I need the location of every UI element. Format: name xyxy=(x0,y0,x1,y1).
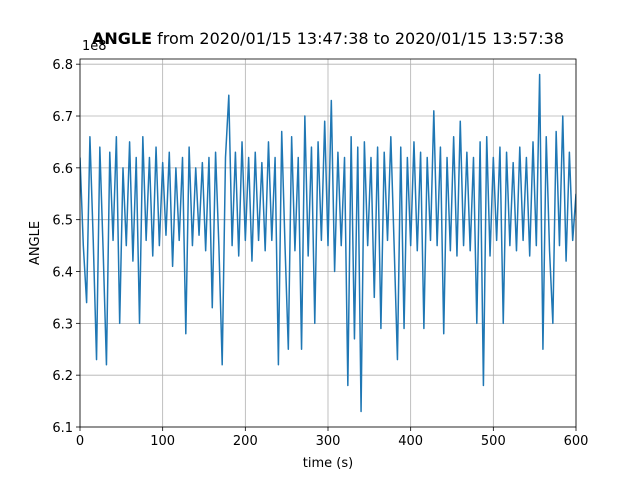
offset-label: 1e8 xyxy=(82,39,107,54)
title-variable: ANGLE xyxy=(92,29,152,48)
x-tick-label: 200 xyxy=(233,434,258,449)
x-tick-label: 500 xyxy=(481,434,506,449)
x-tick-label: 100 xyxy=(150,434,175,449)
y-tick-label: 6.8 xyxy=(52,58,73,73)
x-tick-label: 600 xyxy=(564,434,589,449)
y-axis-label: ANGLE xyxy=(28,221,43,265)
y-tick-label: 6.5 xyxy=(52,214,73,229)
title-range: from 2020/01/15 13:47:38 to 2020/01/15 1… xyxy=(157,29,564,48)
y-tick-label: 6.6 xyxy=(52,162,73,177)
y-tick-label: 6.4 xyxy=(52,266,73,281)
y-tick-label: 6.7 xyxy=(52,110,73,125)
data-line xyxy=(80,73,576,413)
x-tick-label: 300 xyxy=(316,434,341,449)
x-tick-label: 0 xyxy=(76,434,84,449)
x-tick-label: 400 xyxy=(398,434,423,449)
plot-area xyxy=(80,73,576,413)
ticks: 0 100 200 300 400 500 600 6.1 6.2 6.3 6.4 6.5 6.6 6.7… xyxy=(52,58,588,449)
x-axis-label: time (s) xyxy=(303,456,353,471)
y-tick-label: 6.3 xyxy=(52,317,73,332)
y-tick-label: 6.1 xyxy=(52,421,73,436)
y-tick-label: 6.2 xyxy=(52,369,73,384)
chart-title: ANGLE from 2020/01/15 13:47:38 to 2020/0… xyxy=(92,29,564,48)
